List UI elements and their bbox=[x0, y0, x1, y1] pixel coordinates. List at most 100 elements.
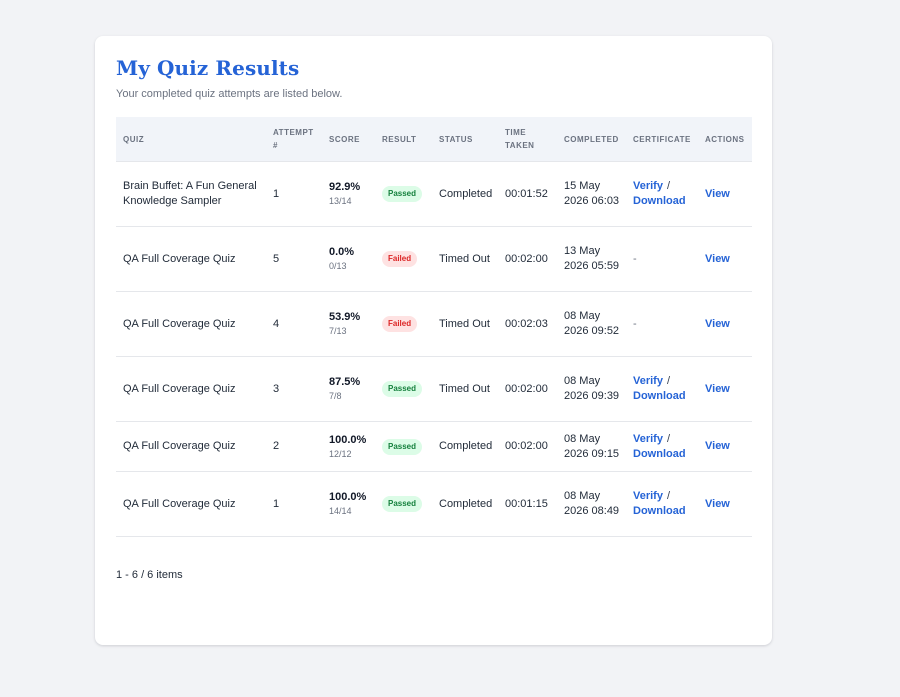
status-text: Timed Out bbox=[432, 356, 498, 422]
score-cell: 0.0% 0/13 bbox=[322, 226, 375, 292]
attempt-number: 3 bbox=[266, 356, 322, 422]
score-fraction: 13/14 bbox=[329, 196, 352, 206]
result-cell: Passed bbox=[375, 421, 432, 472]
actions-cell: View bbox=[698, 226, 752, 292]
view-link[interactable]: View bbox=[705, 497, 730, 510]
completed-date: 08 May 2026 08:49 bbox=[557, 471, 626, 537]
column-header-quiz: QUIZ bbox=[116, 117, 266, 162]
completed-date: 08 May 2026 09:52 bbox=[557, 291, 626, 357]
verify-link[interactable]: Verify bbox=[633, 375, 663, 387]
view-link[interactable]: View bbox=[705, 440, 730, 452]
status-text: Timed Out bbox=[432, 291, 498, 357]
score-cell: 87.5% 7/8 bbox=[322, 356, 375, 422]
link-separator: / bbox=[666, 375, 671, 387]
view-link[interactable]: View bbox=[705, 187, 730, 200]
view-link[interactable]: View bbox=[705, 252, 730, 265]
column-header-completed: COMPLETED bbox=[557, 117, 626, 162]
time-taken: 00:01:52 bbox=[498, 161, 557, 227]
score-percent: 0.0% bbox=[329, 246, 355, 258]
score-cell: 100.0% 14/14 bbox=[322, 471, 375, 537]
score-percent: 87.5% bbox=[329, 376, 361, 388]
table-row: Brain Buffet: A Fun General Knowledge Sa… bbox=[116, 161, 752, 227]
download-link[interactable]: Download bbox=[633, 390, 686, 402]
download-link[interactable]: Download bbox=[633, 447, 686, 460]
time-taken: 00:02:00 bbox=[498, 226, 557, 292]
score-fraction: 7/8 bbox=[329, 391, 342, 401]
column-header-result: RESULT bbox=[375, 117, 432, 162]
attempt-number: 1 bbox=[266, 471, 322, 537]
certificate-cell: - bbox=[626, 226, 698, 292]
completed-date: 08 May 2026 09:15 bbox=[557, 421, 626, 472]
result-badge: Failed bbox=[382, 316, 418, 332]
time-taken: 00:02:03 bbox=[498, 291, 557, 357]
actions-cell: View bbox=[698, 421, 752, 472]
quiz-name: QA Full Coverage Quiz bbox=[116, 226, 266, 292]
table-row: QA Full Coverage Quiz 3 87.5% 7/8 Passed… bbox=[116, 356, 752, 422]
completed-date: 13 May 2026 05:59 bbox=[557, 226, 626, 292]
score-cell: 92.9% 13/14 bbox=[322, 161, 375, 227]
score-fraction: 0/13 bbox=[329, 261, 347, 271]
view-link[interactable]: View bbox=[705, 317, 730, 330]
link-separator: / bbox=[666, 432, 671, 445]
verify-link[interactable]: Verify bbox=[633, 490, 663, 502]
result-cell: Passed bbox=[375, 356, 432, 422]
score-fraction: 14/14 bbox=[329, 506, 352, 516]
column-header-actions: ACTIONS bbox=[698, 117, 752, 162]
result-badge: Passed bbox=[382, 186, 423, 202]
no-certificate: - bbox=[633, 317, 637, 330]
actions-cell: View bbox=[698, 161, 752, 227]
link-separator: / bbox=[666, 490, 671, 502]
actions-cell: View bbox=[698, 291, 752, 357]
table-row: QA Full Coverage Quiz 4 53.9% 7/13 Faile… bbox=[116, 291, 752, 357]
certificate-cell: - bbox=[626, 291, 698, 357]
score-fraction: 7/13 bbox=[329, 326, 347, 336]
column-header-attempt: ATTEMPT # bbox=[266, 117, 322, 162]
result-badge: Passed bbox=[382, 496, 423, 512]
pagination-summary: 1 - 6 / 6 items bbox=[116, 569, 183, 581]
link-separator: / bbox=[666, 180, 671, 192]
status-text: Completed bbox=[432, 471, 498, 537]
column-header-time-taken: TIME TAKEN bbox=[498, 117, 557, 162]
actions-cell: View bbox=[698, 356, 752, 422]
score-cell: 100.0% 12/12 bbox=[322, 421, 375, 472]
column-header-score: SCORE bbox=[322, 117, 375, 162]
score-percent: 100.0% bbox=[329, 491, 367, 503]
result-cell: Passed bbox=[375, 161, 432, 227]
download-link[interactable]: Download bbox=[633, 505, 686, 517]
result-badge: Passed bbox=[382, 438, 423, 455]
status-text: Completed bbox=[432, 161, 498, 227]
no-certificate: - bbox=[633, 252, 637, 265]
completed-date: 08 May 2026 09:39 bbox=[557, 356, 626, 422]
result-cell: Failed bbox=[375, 291, 432, 357]
table-row: QA Full Coverage Quiz 1 100.0% 14/14 Pas… bbox=[116, 471, 752, 537]
download-link[interactable]: Download bbox=[633, 195, 686, 207]
result-cell: Passed bbox=[375, 471, 432, 537]
status-text: Completed bbox=[432, 421, 498, 472]
view-link[interactable]: View bbox=[705, 382, 730, 395]
score-fraction: 12/12 bbox=[329, 448, 352, 459]
result-cell: Failed bbox=[375, 226, 432, 292]
verify-link[interactable]: Verify bbox=[633, 180, 663, 192]
score-percent: 53.9% bbox=[329, 311, 361, 323]
results-table: QUIZ ATTEMPT # SCORE RESULT STATUS TIME TA… bbox=[116, 117, 752, 537]
completed-date: 15 May 2026 06:03 bbox=[557, 161, 626, 227]
actions-cell: View bbox=[698, 471, 752, 537]
attempt-number: 2 bbox=[266, 421, 322, 472]
verify-link[interactable]: Verify bbox=[633, 432, 663, 445]
quiz-name: QA Full Coverage Quiz bbox=[116, 471, 266, 537]
page-title: My Quiz Results bbox=[116, 56, 300, 80]
time-taken: 00:01:15 bbox=[498, 471, 557, 537]
attempt-number: 5 bbox=[266, 226, 322, 292]
time-taken: 00:02:00 bbox=[498, 356, 557, 422]
certificate-cell: Verify / Download bbox=[626, 421, 698, 472]
column-header-certificate: CERTIFICATE bbox=[626, 117, 698, 162]
table-row: QA Full Coverage Quiz 2 100.0% 12/12 Pas… bbox=[116, 421, 752, 472]
certificate-cell: Verify / Download bbox=[626, 471, 698, 537]
quiz-results-card: My Quiz Results Your completed quiz atte… bbox=[95, 36, 772, 645]
quiz-name: QA Full Coverage Quiz bbox=[116, 356, 266, 422]
quiz-name: QA Full Coverage Quiz bbox=[116, 291, 266, 357]
attempt-number: 4 bbox=[266, 291, 322, 357]
attempt-number: 1 bbox=[266, 161, 322, 227]
column-header-status: STATUS bbox=[432, 117, 498, 162]
quiz-name: Brain Buffet: A Fun General Knowledge Sa… bbox=[116, 161, 266, 227]
